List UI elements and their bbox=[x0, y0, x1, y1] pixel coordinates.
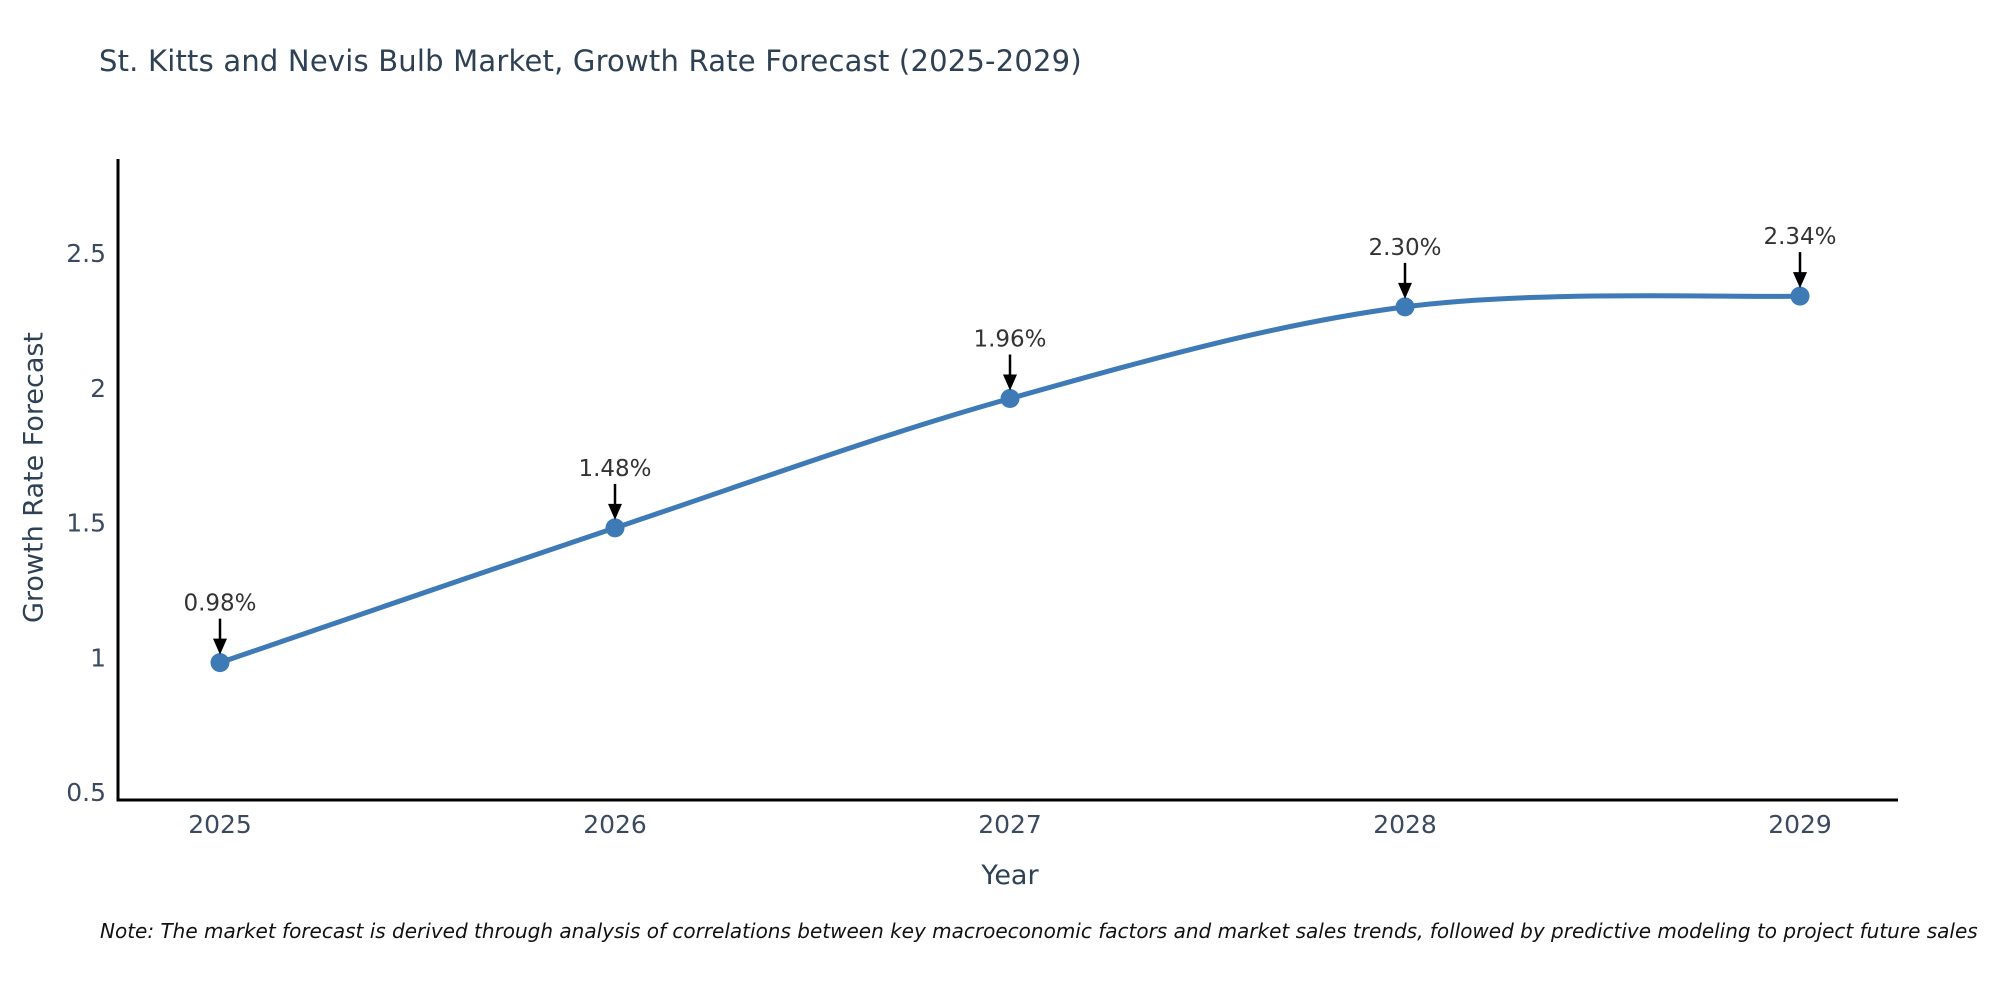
annotation-arrowhead bbox=[1793, 272, 1807, 289]
x-tick-label: 2026 bbox=[583, 810, 647, 839]
data-label: 2.30% bbox=[1368, 235, 1441, 261]
data-point bbox=[210, 653, 230, 673]
footnote: Note: The market forecast is derived thr… bbox=[100, 919, 1978, 943]
data-point bbox=[1000, 389, 1020, 409]
annotation-arrowhead bbox=[213, 638, 227, 655]
x-tick-label: 2027 bbox=[978, 810, 1042, 839]
x-axis-title: Year bbox=[981, 860, 1039, 891]
x-tick-label: 2025 bbox=[188, 810, 252, 839]
data-point bbox=[1790, 286, 1810, 306]
data-label: 2.34% bbox=[1763, 224, 1836, 250]
data-point bbox=[605, 518, 625, 538]
annotation-arrowhead bbox=[1398, 282, 1412, 299]
chart-title: St. Kitts and Nevis Bulb Market, Growth … bbox=[99, 44, 1082, 78]
y-tick-label: 1.5 bbox=[66, 509, 106, 538]
x-tick-label: 2028 bbox=[1373, 810, 1437, 839]
data-point bbox=[1395, 297, 1415, 317]
y-tick-label: 1 bbox=[90, 643, 106, 672]
annotation-arrowhead bbox=[1003, 374, 1017, 391]
y-tick-label: 2 bbox=[90, 374, 106, 403]
data-label: 1.96% bbox=[973, 327, 1046, 353]
data-label: 0.98% bbox=[183, 591, 256, 617]
y-tick-label: 2.5 bbox=[66, 239, 106, 268]
data-label: 1.48% bbox=[578, 456, 651, 482]
x-tick-label: 2029 bbox=[1768, 810, 1832, 839]
y-tick-label: 0.5 bbox=[66, 778, 106, 807]
annotation-arrowhead bbox=[608, 503, 622, 520]
